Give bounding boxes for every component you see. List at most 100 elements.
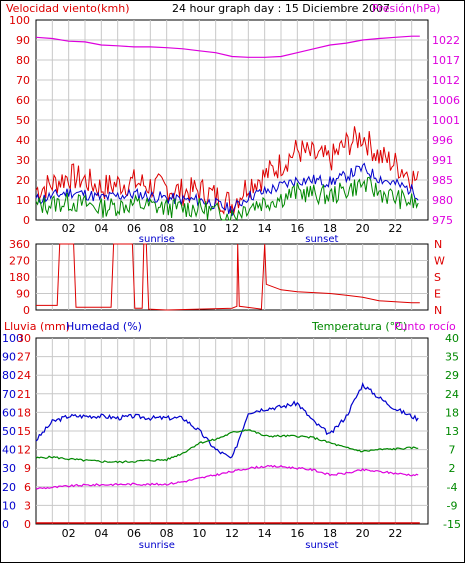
- humidity-y-tick: 80: [2, 369, 16, 382]
- sunrise-marker-lower: sunrise: [139, 540, 175, 551]
- panel3-x-tick: 12: [225, 527, 239, 540]
- rain-y-tick: 9: [24, 462, 31, 475]
- dew-point-label: Punto rocío: [394, 320, 456, 333]
- temperature-y-tick: 18: [445, 406, 459, 419]
- rain-y-tick: 24: [17, 369, 31, 382]
- humidity-y-tick: 40: [2, 444, 16, 457]
- humidity-y-tick: 60: [2, 406, 16, 419]
- rain-y-tick: 30: [17, 332, 31, 345]
- temperature-series-line: [35, 429, 419, 464]
- humidity-y-tick: 100: [2, 332, 23, 345]
- panel3-x-tick: 16: [290, 527, 304, 540]
- panel1-x-tick: 06: [127, 222, 141, 235]
- pressure-y-tick: 1006: [432, 94, 460, 107]
- panel3-x-tick: 20: [356, 527, 370, 540]
- panel3-x-tick: 14: [258, 527, 272, 540]
- panel1-x-tick: 12: [225, 222, 239, 235]
- compass-y-tick: S: [434, 271, 441, 284]
- humidity-y-tick: 30: [2, 462, 16, 475]
- wind-y-tick: 70: [16, 74, 30, 87]
- temperature-y-tick: -9: [447, 499, 458, 512]
- temperature-y-tick: 29: [445, 369, 459, 382]
- compass-y-tick: W: [434, 255, 445, 268]
- compass-y-tick: E: [434, 288, 441, 301]
- temperature-y-tick: 2: [449, 462, 456, 475]
- panel1-x-tick: 16: [290, 222, 304, 235]
- pressure-y-tick: 985: [432, 174, 453, 187]
- rain-y-tick: 18: [17, 406, 31, 419]
- wind-y-tick: 30: [16, 154, 30, 167]
- pressure-series-line: [35, 35, 420, 58]
- pressure-label: Presión(hPa): [372, 2, 440, 15]
- rain-y-tick: 0: [24, 518, 31, 531]
- panel1-x-tick: 04: [94, 222, 108, 235]
- pressure-y-tick: 1017: [432, 54, 460, 67]
- rain-y-tick: 3: [24, 499, 31, 512]
- direction-y-tick: 360: [9, 238, 30, 251]
- panel1-x-tick: 08: [160, 222, 174, 235]
- temperature-y-tick: 35: [445, 351, 459, 364]
- wind-gust-series-line: [35, 126, 419, 215]
- dew-point-series-line: [35, 464, 419, 490]
- pressure-y-tick: 1012: [432, 74, 460, 87]
- humidity-y-tick: 0: [2, 518, 9, 531]
- humidity-y-tick: 90: [2, 351, 16, 364]
- compass-y-tick: N: [434, 238, 442, 251]
- rain-y-tick: 21: [17, 388, 31, 401]
- wind-direction-series-line: [36, 243, 420, 311]
- humidity-y-tick: 50: [2, 425, 16, 438]
- panels-layer: 1009080706050403020100102210171012100610…: [2, 14, 461, 551]
- temperature-y-tick: 7: [449, 444, 456, 457]
- humidity-y-tick: 70: [2, 388, 16, 401]
- wind-y-tick: 10: [16, 194, 30, 207]
- pressure-y-tick: 1022: [432, 34, 460, 47]
- direction-y-tick: 180: [9, 271, 30, 284]
- panel1-x-tick: 02: [62, 222, 76, 235]
- direction-y-tick: 90: [16, 288, 30, 301]
- wind-y-tick: 40: [16, 134, 30, 147]
- panel1-x-tick: 18: [323, 222, 337, 235]
- temperature-label: Temperatura (°C): [311, 320, 407, 333]
- humidity-y-tick: 10: [2, 499, 16, 512]
- rain-y-tick: 27: [17, 351, 31, 364]
- chart-title: 24 hour graph day : 15 Diciembre 2007: [172, 2, 390, 15]
- temperature-y-tick: -15: [443, 518, 461, 531]
- humidity-y-tick: 20: [2, 481, 16, 494]
- pressure-y-tick: 975: [432, 214, 453, 227]
- pressure-y-tick: 991: [432, 154, 453, 167]
- temperature-y-tick: 13: [445, 425, 459, 438]
- direction-y-tick: 0: [23, 304, 30, 317]
- panel1-x-tick: 14: [258, 222, 272, 235]
- wind-y-tick: 0: [23, 214, 30, 227]
- wind-y-tick: 20: [16, 174, 30, 187]
- panel3-x-tick: 04: [94, 527, 108, 540]
- panel3-x-tick: 08: [160, 527, 174, 540]
- humidity-series-line: [35, 381, 419, 459]
- wind-y-tick: 80: [16, 54, 30, 67]
- pressure-y-tick: 996: [432, 134, 453, 147]
- rain-y-tick: 12: [17, 444, 31, 457]
- panel3-x-tick: 18: [323, 527, 337, 540]
- rain-label: Lluvia (mm): [4, 320, 70, 333]
- temperature-y-tick: -4: [447, 481, 458, 494]
- wind-low-series-line: [35, 176, 419, 222]
- pressure-y-tick: 1001: [432, 114, 460, 127]
- sunrise-marker: sunrise: [139, 234, 175, 245]
- wind-y-tick: 100: [9, 14, 30, 27]
- panel1-x-tick: 10: [192, 222, 206, 235]
- direction-y-tick: 270: [9, 255, 30, 268]
- panel3-x-tick: 02: [62, 527, 76, 540]
- rain-y-tick: 6: [24, 481, 31, 494]
- panel1-x-tick: 20: [356, 222, 370, 235]
- panel3-x-tick: 22: [388, 527, 402, 540]
- wind-average-series-line: [35, 162, 419, 217]
- panel3-x-tick: 06: [127, 527, 141, 540]
- sunset-marker: sunset: [305, 234, 338, 245]
- compass-y-tick: N: [434, 304, 442, 317]
- wind-y-tick: 60: [16, 94, 30, 107]
- wind-speed-label: Velocidad viento(kmh): [6, 2, 130, 15]
- wind-y-tick: 90: [16, 34, 30, 47]
- pressure-y-tick: 980: [432, 194, 453, 207]
